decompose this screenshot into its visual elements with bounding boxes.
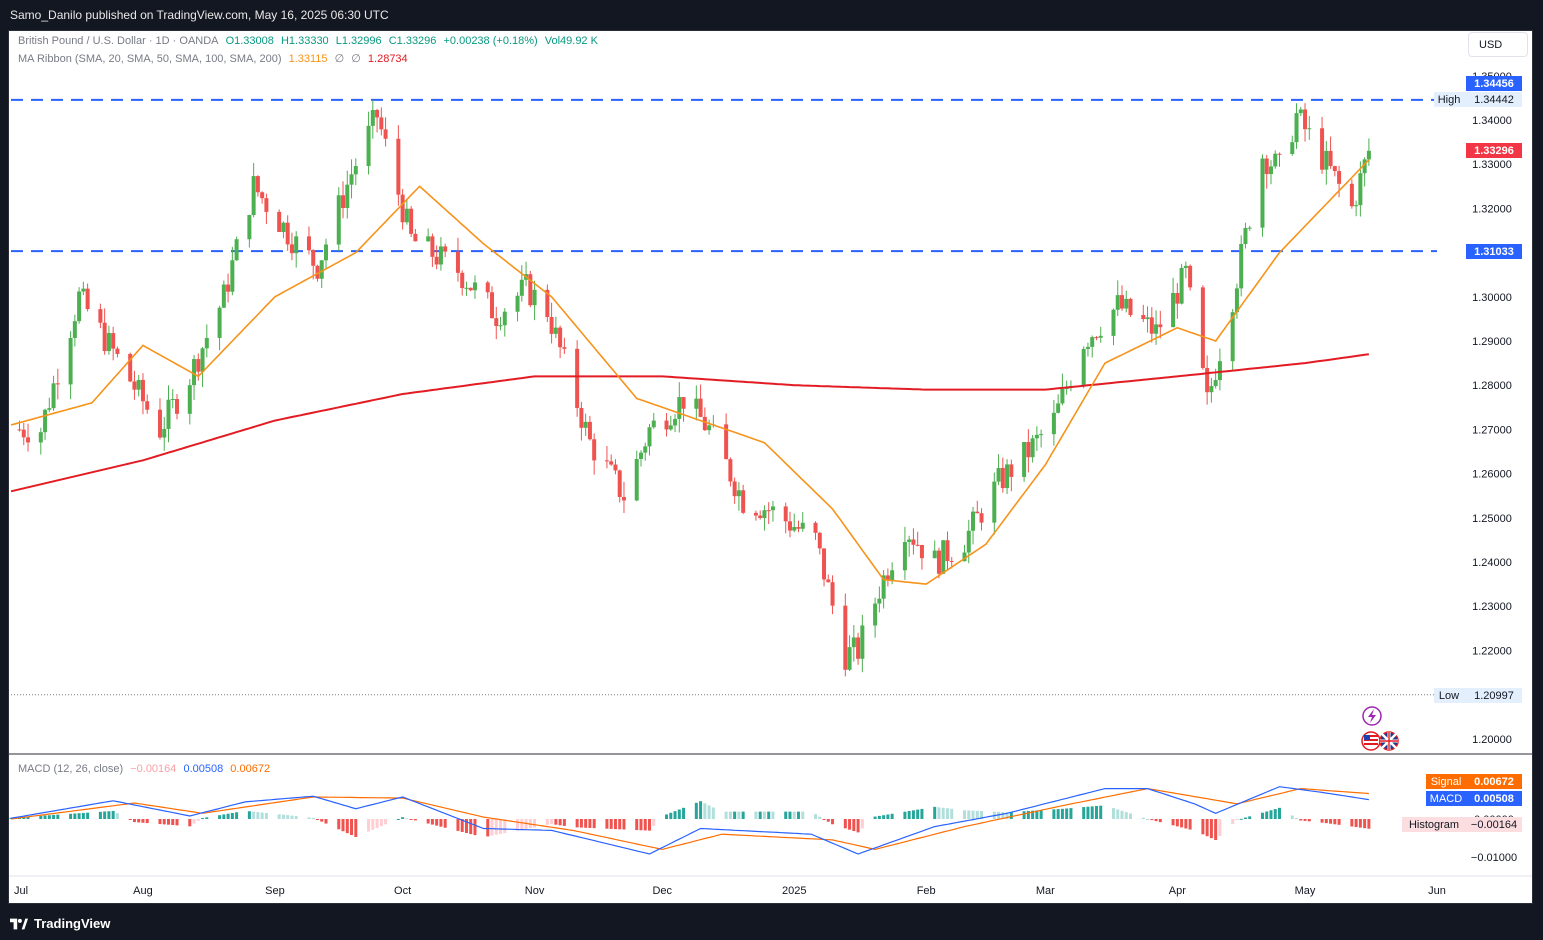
macd-hist-value: −0.00164	[130, 763, 177, 775]
macd-legend: MACD (12, 26, close) −0.00164 0.00508 0.…	[18, 763, 274, 775]
macd-name[interactable]: MACD (12, 26, close)	[18, 763, 124, 775]
ma-ribbon-legend: MA Ribbon (SMA, 20, SMA, 50, SMA, 100, S…	[18, 52, 412, 65]
volume-value: Vol49.92 K	[544, 35, 598, 47]
ma-ribbon-name[interactable]: MA Ribbon (SMA, 20, SMA, 50, SMA, 100, S…	[18, 53, 282, 65]
macd-line-value: 0.00508	[183, 763, 224, 775]
macd-signal-value: 0.00672	[230, 763, 271, 775]
sma50-value: ∅	[334, 53, 345, 65]
symbol-legend: British Pound / U.S. Dollar · 1D · OANDA…	[18, 35, 602, 47]
sma100-value: ∅	[351, 53, 361, 65]
ohlc-low: L1.32996	[335, 35, 382, 47]
ohlc-close: C1.33296	[388, 35, 437, 47]
footer-bar: TradingView	[0, 904, 1543, 940]
ohlc-high: H1.33330	[280, 35, 329, 47]
tradingview-logo-icon	[10, 918, 28, 929]
sma20-value: 1.33115	[288, 53, 328, 65]
currency-button[interactable]: USD	[1468, 32, 1528, 57]
publisher-banner: Samo_Danilo published on TradingView.com…	[10, 8, 389, 22]
tradingview-wordmark: TradingView	[34, 916, 111, 931]
ohlc-change: +0.00238 (+0.18%)	[443, 35, 538, 47]
tradingview-brand[interactable]: TradingView	[10, 916, 110, 931]
ohlc-open: O1.33008	[225, 35, 274, 47]
sma200-value: 1.28734	[367, 53, 408, 65]
symbol-name[interactable]: British Pound / U.S. Dollar · 1D · OANDA	[18, 35, 219, 47]
